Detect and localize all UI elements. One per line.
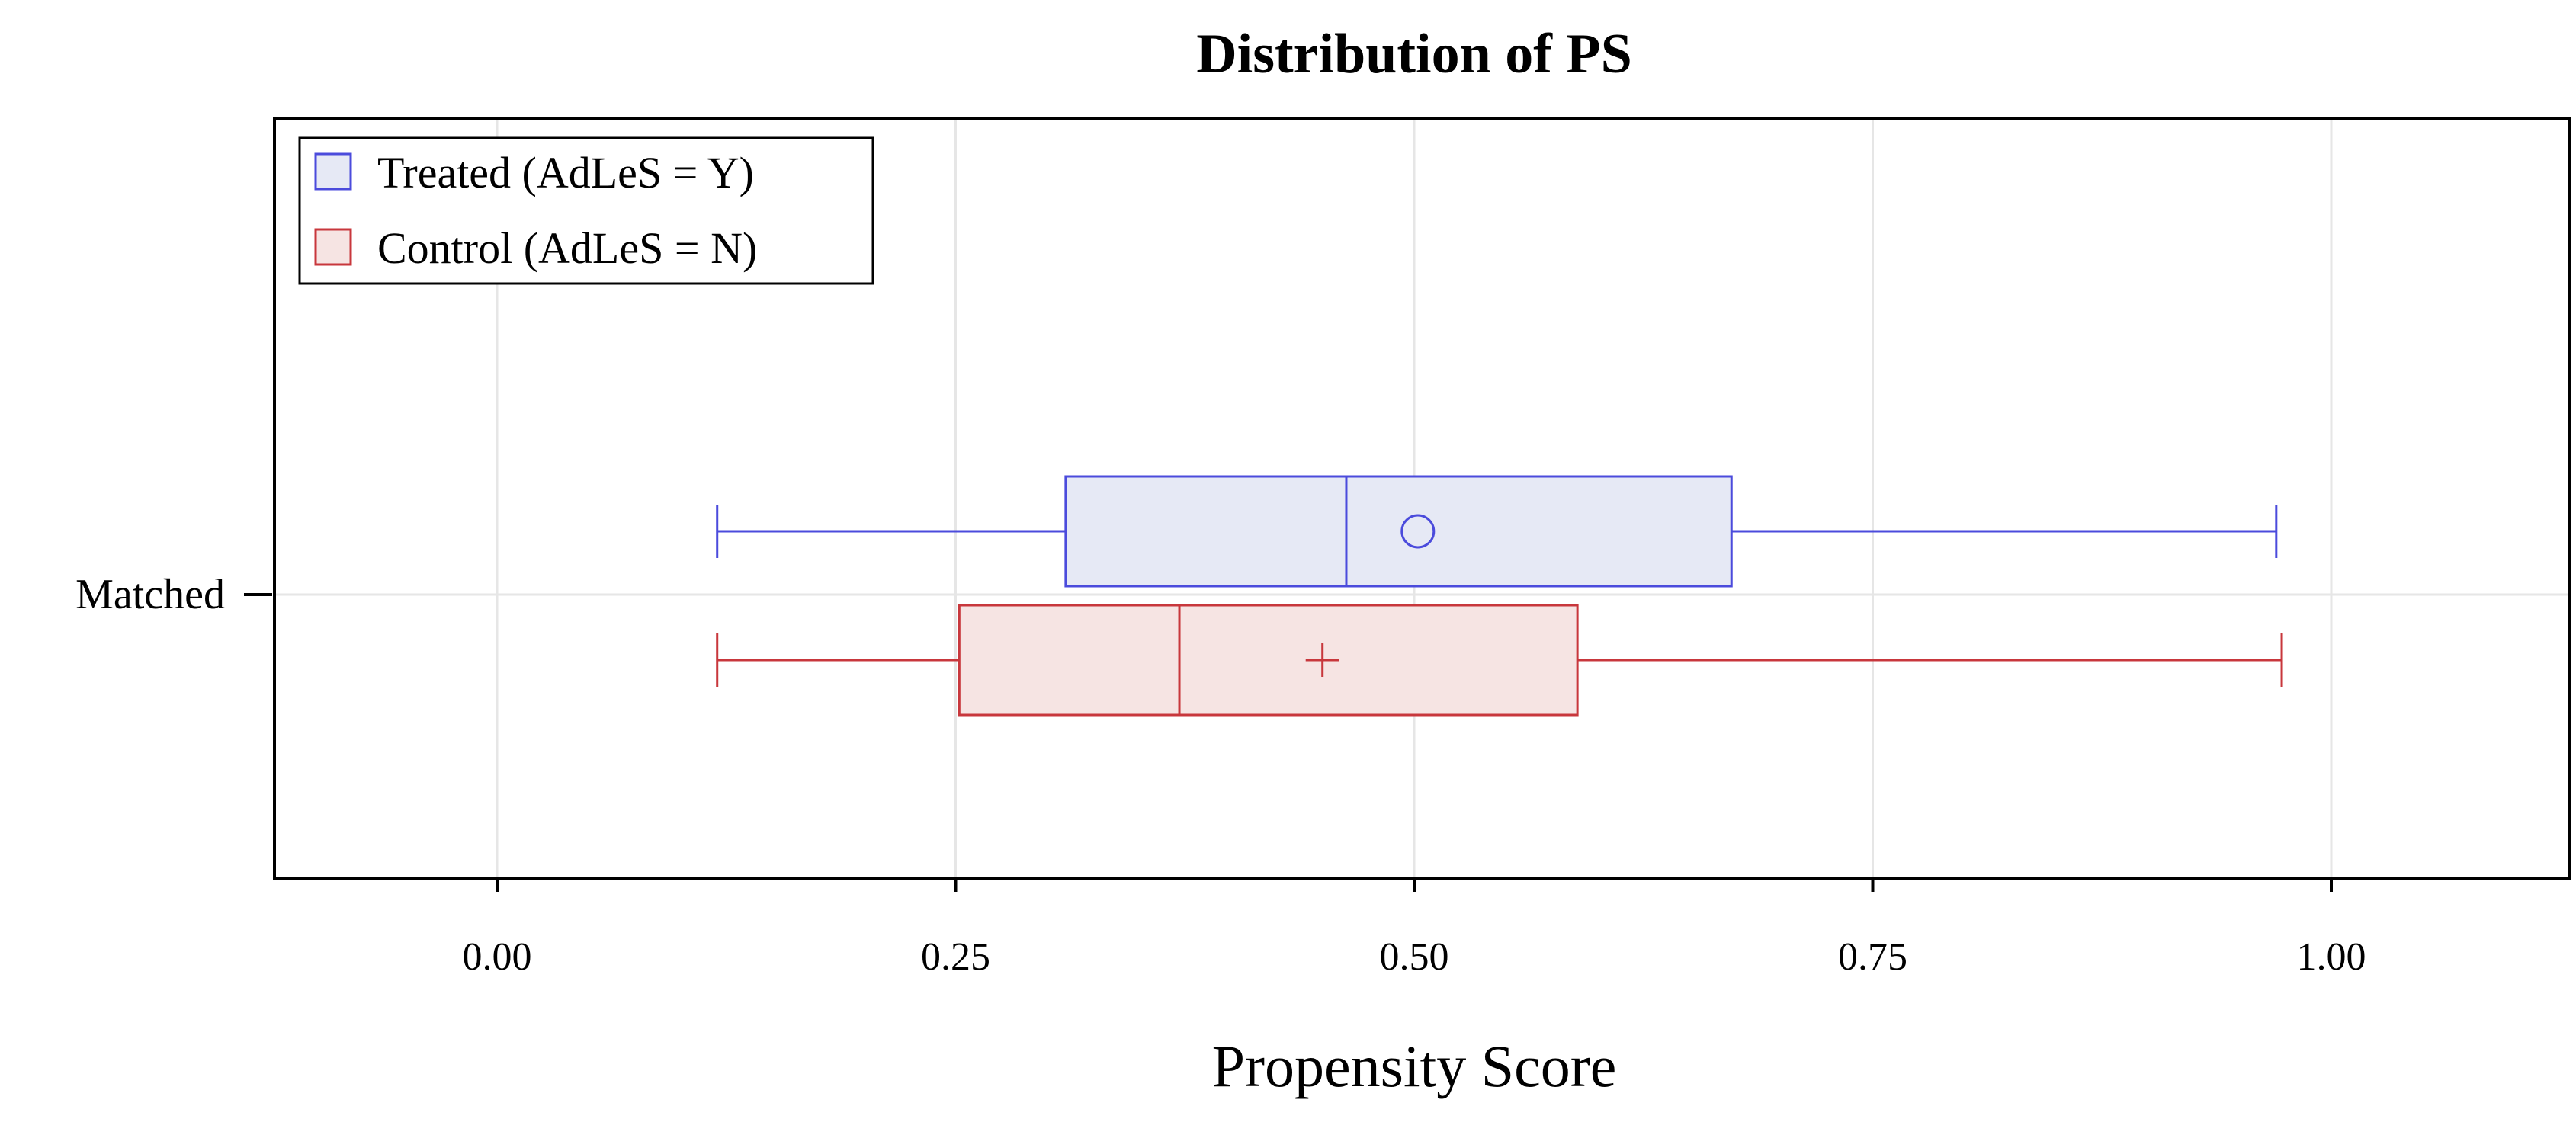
- legend-frame: [298, 136, 874, 285]
- box-control: [716, 604, 2283, 717]
- category-label-matched: Matched: [75, 571, 225, 618]
- chart-title: Distribution of PS: [1196, 23, 1632, 85]
- legend-label-control: Control (AdLeS = N): [377, 223, 757, 273]
- x-tick-label: 0.50: [1380, 935, 1449, 979]
- iqr-box-treated: [1064, 475, 1733, 588]
- box-layer: [716, 475, 2283, 717]
- box-treated: [716, 475, 2278, 588]
- legend-label-treated: Treated (AdLeS = Y): [377, 148, 754, 197]
- plot-frame: [273, 117, 2571, 880]
- x-tick-label: 0.75: [1838, 935, 1907, 979]
- x-tick-label: 0.25: [921, 935, 990, 979]
- legend-swatch-control: [314, 228, 352, 266]
- iqr-box-control: [958, 604, 1579, 717]
- mean-marker-treated: [1400, 514, 1436, 549]
- x-tick-label: 1.00: [2297, 935, 2366, 979]
- x-tick-label: 0.00: [463, 935, 532, 979]
- legend: Treated (AdLeS = Y) Control (AdLeS = N): [298, 136, 874, 285]
- x-axis-label: Propensity Score: [1212, 1033, 1617, 1099]
- x-axis: 0.00 0.25 0.50 0.75 1.00: [463, 878, 2366, 979]
- legend-swatch-treated: [314, 152, 352, 191]
